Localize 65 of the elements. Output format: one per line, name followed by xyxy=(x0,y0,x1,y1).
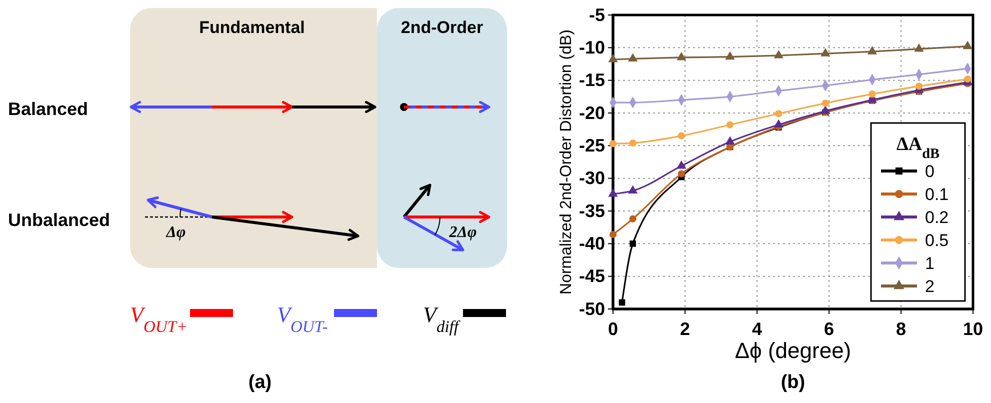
text: Δφ xyxy=(165,224,186,241)
point xyxy=(676,160,686,169)
legend-label: V$_{OUT+}$ xyxy=(130,302,188,336)
x-tick-label: 6 xyxy=(824,319,834,339)
point xyxy=(629,139,636,147)
point xyxy=(822,100,829,107)
text: 2Δφ xyxy=(448,224,477,241)
point xyxy=(726,121,734,128)
y-tick-label: -5 xyxy=(588,4,605,25)
x-tick-label: 8 xyxy=(896,319,906,339)
point xyxy=(609,140,617,148)
point xyxy=(629,215,636,222)
point xyxy=(868,90,876,98)
legend-label: 0.2 xyxy=(925,208,949,227)
legend-label: 1 xyxy=(925,254,934,273)
point xyxy=(630,240,636,247)
x-axis-title: Δϕ (degree) xyxy=(734,338,852,363)
y-tick-label: -15 xyxy=(578,70,605,90)
x-tick-label: 0 xyxy=(608,319,618,339)
point xyxy=(676,52,686,60)
point xyxy=(618,299,626,306)
point xyxy=(608,188,618,197)
legend-label: 2 xyxy=(925,277,934,296)
point xyxy=(725,136,735,145)
text: (b) xyxy=(780,372,806,393)
point xyxy=(962,40,972,50)
legend-label: 0.1 xyxy=(925,185,949,204)
point xyxy=(964,75,972,83)
legend-label: V$_{OUT-}$ xyxy=(277,302,328,336)
y-axis-title: Normalized 2nd-Order Distortion (dB) xyxy=(558,30,575,294)
point xyxy=(678,132,685,140)
point xyxy=(608,54,618,62)
point xyxy=(820,105,830,114)
x-tick-label: 2 xyxy=(680,319,690,339)
point xyxy=(820,48,830,56)
legend-label: V$_{diff}$ xyxy=(423,302,461,336)
text: Fundamental xyxy=(199,18,305,37)
text: Unbalanced xyxy=(8,210,110,230)
y-tick-label: -10 xyxy=(578,37,605,58)
point xyxy=(678,170,685,178)
text: 2nd-Order xyxy=(400,18,484,37)
y-tick-label: -45 xyxy=(578,266,605,286)
point xyxy=(628,53,638,62)
x-tick-label: 10 xyxy=(962,319,984,339)
y-tick-label: -30 xyxy=(578,168,605,188)
x-tick-label: 4 xyxy=(752,319,762,339)
point xyxy=(725,51,735,60)
y-tick-label: -35 xyxy=(578,200,605,221)
legend-label: 0.5 xyxy=(925,231,949,250)
point xyxy=(914,43,924,52)
y-tick-label: -40 xyxy=(578,233,605,254)
point xyxy=(867,46,878,54)
point xyxy=(775,110,782,118)
text: Balanced xyxy=(8,99,88,119)
y-tick-label: -25 xyxy=(578,135,605,156)
legend-label: 0 xyxy=(925,162,934,181)
point xyxy=(774,50,784,58)
point xyxy=(628,185,638,194)
y-tick-label: -20 xyxy=(578,102,605,123)
point xyxy=(774,119,784,128)
legend-title: ΔA$_{dB}$ xyxy=(896,134,940,162)
y-tick-label: -50 xyxy=(578,298,605,319)
point xyxy=(609,230,617,238)
point xyxy=(915,82,923,90)
text: (a) xyxy=(248,372,272,393)
